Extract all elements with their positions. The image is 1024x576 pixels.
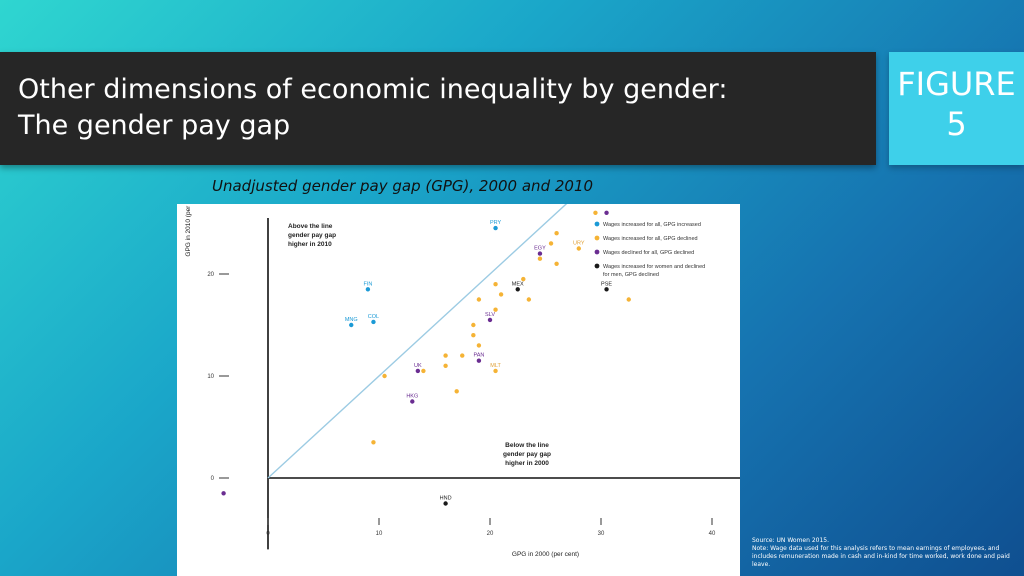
data-point <box>537 251 543 256</box>
data-point <box>548 241 554 246</box>
page-title-line-2: The gender pay gap <box>18 110 291 141</box>
below-line-annotation: gender pay gap <box>503 451 551 458</box>
data-point-label: MNG <box>345 317 358 323</box>
x-tick-label: 30 <box>598 531 605 537</box>
x-axis-label: GPG in 2000 (per cent) <box>512 551 579 558</box>
data-point <box>365 287 371 292</box>
above-line-annotation: higher in 2010 <box>288 241 332 248</box>
data-point-label: MLT <box>490 363 501 369</box>
figure-badge: FIGURE 5 <box>889 52 1024 165</box>
above-line-annotation: gender pay gap <box>288 232 336 239</box>
data-point <box>576 246 581 251</box>
legend-label: Wages increased for women and declined <box>603 264 705 270</box>
data-point <box>604 210 609 215</box>
data-point <box>493 282 498 287</box>
data-point <box>471 322 476 328</box>
data-point-label: EGY <box>534 246 546 252</box>
data-point <box>493 368 498 374</box>
x-tick-label: 20 <box>487 531 494 537</box>
data-point-label: COL <box>368 314 379 320</box>
data-point <box>554 231 559 236</box>
below-line-annotation: higher in 2000 <box>505 460 549 467</box>
data-point <box>476 297 482 302</box>
data-point <box>410 399 415 404</box>
x-tick-label: 10 <box>376 531 383 537</box>
data-point <box>476 358 482 363</box>
scatter-chart: 0102030405001020304050GPG in 2000 (per c… <box>185 204 740 558</box>
data-point <box>515 287 520 292</box>
legend-label: Wages increased for all, GPG declined <box>603 236 698 242</box>
data-point <box>371 319 376 325</box>
data-point-label: URY <box>573 241 585 247</box>
data-point <box>349 322 354 328</box>
equality-diagonal-line <box>267 204 568 479</box>
data-point <box>476 343 482 348</box>
data-point <box>626 297 631 302</box>
data-point <box>493 225 498 231</box>
data-point <box>554 261 559 266</box>
x-tick-label: 0 <box>266 531 270 537</box>
data-point <box>443 363 448 368</box>
data-point-label: PAN <box>473 353 484 359</box>
data-point <box>371 440 376 445</box>
legend-marker <box>594 221 600 227</box>
note-line: Note: Wage data used for this analysis r… <box>752 545 1010 568</box>
x-tick-label: 40 <box>709 531 716 537</box>
figure-number: 5 <box>946 105 967 143</box>
page-title: Other dimensions of economic inequality … <box>18 72 858 144</box>
data-point <box>471 333 476 338</box>
above-line-annotation: Above the line <box>288 223 333 230</box>
legend-marker <box>594 235 600 241</box>
data-point <box>382 373 387 379</box>
data-point-label: UK <box>414 363 422 369</box>
figure-label: FIGURE <box>897 65 1016 103</box>
data-point-label: FIN <box>363 281 372 287</box>
below-line-annotation: Below the line <box>505 442 549 449</box>
data-point-label: PRY <box>490 220 502 226</box>
data-point <box>498 292 504 297</box>
data-point <box>521 276 526 282</box>
data-point <box>221 491 226 496</box>
y-tick-label: 10 <box>207 374 214 380</box>
data-point-label: PSE <box>601 281 612 287</box>
legend-marker <box>594 263 600 269</box>
data-point <box>443 501 448 506</box>
y-axis-label: GPG in 2010 (per cent) <box>185 204 192 257</box>
data-point <box>460 353 465 358</box>
data-point-label: MEX <box>512 281 524 287</box>
data-point <box>443 353 448 358</box>
legend-label: Wages increased for all, GPG increased <box>603 222 701 228</box>
data-point <box>537 256 543 261</box>
data-point <box>604 287 609 292</box>
data-point <box>454 389 459 394</box>
source-note: Source: UN Women 2015. Note: Wage data u… <box>752 537 1020 569</box>
data-point <box>526 297 532 302</box>
data-point <box>487 317 493 323</box>
source-line: Source: UN Women 2015. <box>752 537 829 544</box>
y-tick-label: 20 <box>207 272 214 278</box>
data-point-label: SLV <box>485 312 495 318</box>
data-point-label: HND <box>440 496 452 502</box>
chart-subtitle: Unadjusted gender pay gap (GPG), 2000 an… <box>212 177 594 195</box>
chart-panel: 0102030405001020304050GPG in 2000 (per c… <box>177 204 740 576</box>
data-point <box>421 368 426 374</box>
data-point <box>415 368 421 374</box>
page-title-line-1: Other dimensions of economic inequality … <box>18 74 728 105</box>
legend-label: Wages declined for all, GPG declined <box>603 250 694 256</box>
data-point-label: HKG <box>406 394 418 400</box>
legend-marker <box>594 249 600 255</box>
legend-label: for men, GPG declined <box>603 272 659 278</box>
title-bar <box>0 52 876 165</box>
y-tick-label: 0 <box>211 476 215 482</box>
data-point <box>593 210 598 215</box>
data-point <box>493 307 498 312</box>
